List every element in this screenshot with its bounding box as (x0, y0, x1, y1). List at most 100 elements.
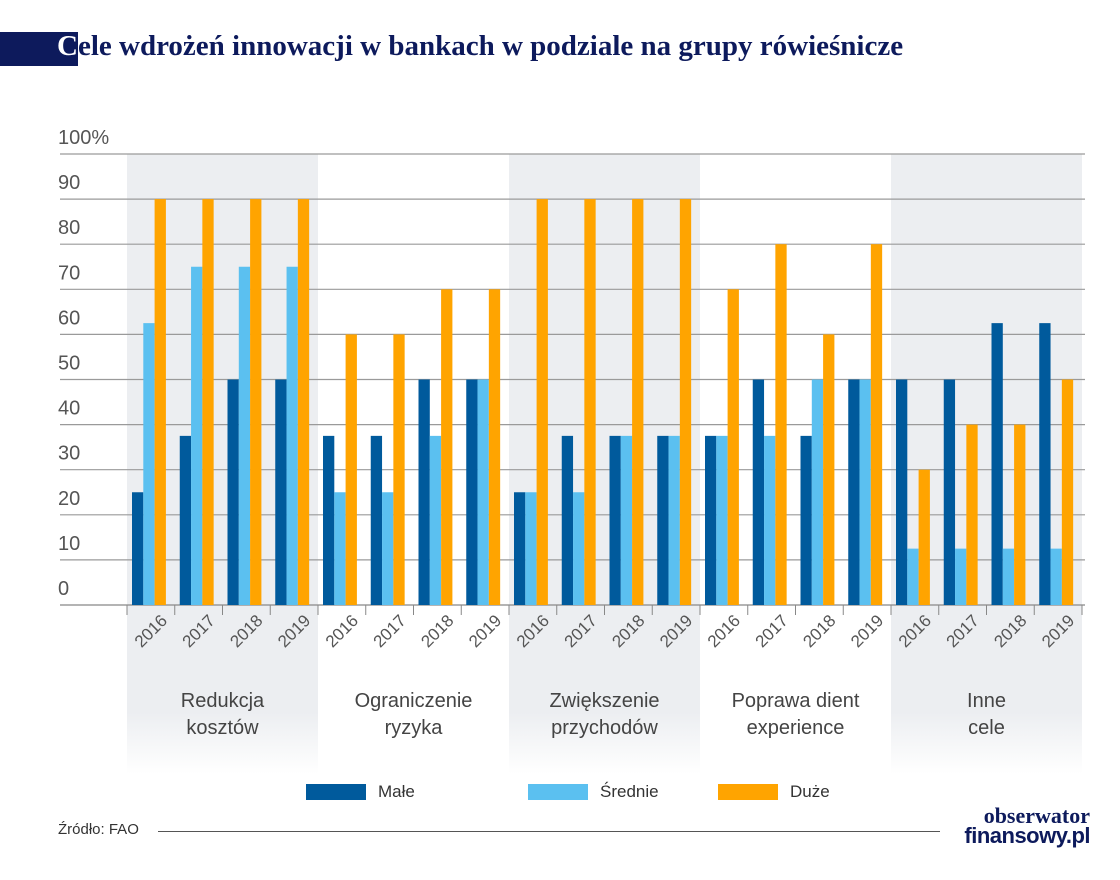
bar-Małe-2017 (370, 435, 383, 605)
bar-Małe-2017 (943, 379, 956, 605)
bar-Średnie-2018 (811, 379, 824, 605)
bar-Średnie-2016 (716, 435, 728, 605)
group-label: kosztów (186, 717, 259, 739)
legend-label: Małe (378, 782, 415, 801)
y-tick-label: 50 (58, 353, 80, 375)
y-tick-label: 70 (58, 262, 80, 284)
title-text: ele wdrożeń innowacji w bankach w podzia… (77, 30, 904, 62)
legend-item-srednie: Średnie (528, 782, 659, 802)
group-label: Ograniczenie (355, 690, 473, 712)
bar-Duże-2016 (154, 199, 166, 605)
bar-Duże-2016 (727, 289, 739, 605)
legend-swatch (528, 784, 588, 800)
bar-Średnie-2018 (620, 435, 633, 605)
legend-label: Średnie (600, 782, 659, 801)
bar-Średnie-2017 (191, 266, 203, 605)
bar-Duże-2016 (918, 469, 930, 605)
bar-Małe-2019 (848, 379, 860, 605)
bar-Duże-2017 (584, 199, 596, 605)
bar-Duże-2019 (679, 199, 692, 605)
y-tick-label: 80 (58, 217, 80, 239)
x-year-label: 2017 (752, 611, 792, 651)
bar-Średnie-2018 (429, 435, 442, 605)
bar-Małe-2017 (561, 435, 574, 605)
bar-Średnie-2019 (477, 379, 489, 605)
bar-Średnie-2019 (1050, 548, 1062, 605)
y-tick-label: 20 (58, 488, 80, 510)
bar-Małe-2016 (132, 492, 144, 605)
bar-Duże-2018 (632, 199, 644, 605)
title-accent-bar (0, 32, 78, 66)
bar-Duże-2018 (1014, 424, 1026, 605)
legend-item-male: Małe (306, 782, 415, 802)
bar-Duże-2017 (775, 244, 787, 605)
x-year-label: 2018 (799, 611, 839, 651)
source-divider (158, 831, 940, 832)
bar-Małe-2019 (657, 435, 669, 605)
y-tick-label: 100% (58, 127, 109, 149)
group-label: cele (968, 717, 1005, 739)
group-label: Zwiększenie (549, 690, 659, 712)
bar-Małe-2018 (227, 379, 239, 605)
bar-Małe-2016 (896, 379, 908, 605)
bar-Małe-2017 (752, 379, 765, 605)
bar-Średnie-2019 (286, 266, 298, 605)
logo: obserwator finansowy.pl (964, 803, 1090, 848)
bar-Średnie-2016 (143, 323, 155, 605)
group-band (891, 154, 1082, 774)
bar-Małe-2018 (991, 323, 1003, 605)
bar-Duże-2019 (488, 289, 501, 605)
bar-Małe-2019 (466, 379, 478, 605)
bar-Średnie-2016 (907, 548, 919, 605)
bar-Duże-2018 (823, 334, 835, 605)
bar-Małe-2016 (705, 435, 717, 605)
group-label: Poprawa dient (732, 690, 860, 712)
y-tick-label: 60 (58, 307, 80, 329)
bar-Średnie-2018 (1002, 548, 1015, 605)
x-year-label: 2018 (417, 611, 457, 651)
group-label: experience (747, 717, 845, 739)
bar-Małe-2017 (179, 435, 192, 605)
title-first-letter: C (57, 30, 78, 62)
chart-title: Cele wdrożeń innowacji w bankach w podzi… (57, 30, 903, 63)
bar-Średnie-2017 (764, 435, 776, 605)
y-tick-label: 0 (58, 578, 69, 600)
legend-swatch (718, 784, 778, 800)
bar-Duże-2017 (966, 424, 978, 605)
y-tick-label: 90 (58, 172, 80, 194)
source-note: Źródło: FAO (58, 821, 139, 838)
bar-Średnie-2017 (382, 492, 394, 605)
y-tick-label: 40 (58, 398, 80, 420)
bar-Duże-2017 (202, 199, 214, 605)
bar-Duże-2017 (393, 334, 405, 605)
bar-Średnie-2016 (525, 492, 537, 605)
x-year-label: 2016 (704, 611, 744, 651)
bar-Duże-2019 (870, 244, 883, 605)
bar-Duże-2019 (1061, 379, 1074, 605)
bar-Średnie-2017 (955, 548, 967, 605)
bar-Małe-2019 (1039, 323, 1051, 605)
group-label: Redukcja (181, 690, 265, 712)
group-label: ryzyka (385, 717, 444, 739)
group-label: Inne (967, 690, 1006, 712)
bar-Duże-2016 (536, 199, 548, 605)
y-tick-label: 30 (58, 443, 80, 465)
bar-Duże-2016 (345, 334, 357, 605)
x-year-label: 2016 (322, 611, 362, 651)
x-year-label: 2019 (847, 611, 887, 651)
bar-Małe-2018 (418, 379, 430, 605)
bar-Małe-2019 (275, 379, 287, 605)
bar-Małe-2016 (514, 492, 526, 605)
legend-swatch (306, 784, 366, 800)
bar-Małe-2018 (609, 435, 621, 605)
legend-item-duze: Duże (718, 782, 830, 802)
group-label: przychodów (551, 717, 658, 739)
y-tick-label: 10 (58, 533, 80, 555)
bar-Małe-2018 (800, 435, 812, 605)
x-year-label: 2017 (370, 611, 410, 651)
bar-Duże-2018 (441, 289, 453, 605)
bar-Średnie-2018 (238, 266, 251, 605)
bar-Średnie-2019 (668, 435, 680, 605)
